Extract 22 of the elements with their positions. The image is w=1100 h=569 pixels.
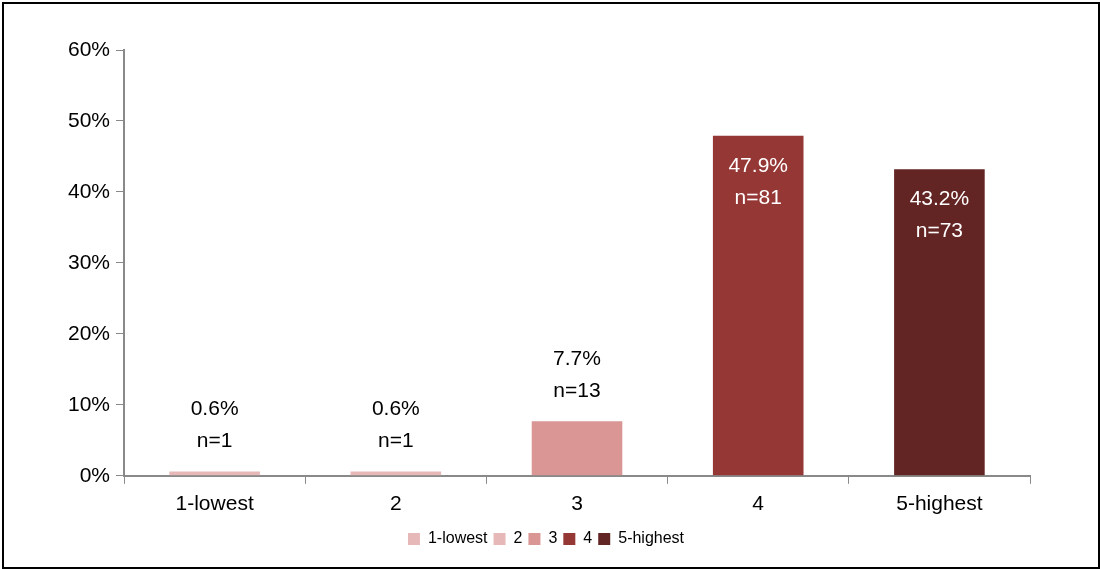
y-tick-label: 20%	[68, 320, 111, 344]
x-tick-label: 5-highest	[896, 491, 983, 515]
y-tick-label: 60%	[68, 36, 111, 60]
y-tick-label: 0%	[79, 462, 111, 486]
data-label: 7.7% n=13	[553, 345, 601, 401]
x-tick-label: 1-lowest	[175, 491, 254, 515]
x-tick-label: 3	[571, 491, 583, 515]
y-tick-label: 40%	[68, 178, 111, 202]
legend-label: 4	[583, 529, 593, 547]
data-label: 43.2% n=73	[909, 186, 970, 242]
legend-label: 5-highest	[618, 529, 685, 547]
y-tick-label: 50%	[68, 107, 111, 131]
x-tick-label: 4	[752, 491, 765, 515]
data-label: 47.9% n=81	[728, 152, 788, 208]
y-tick-label: 30%	[68, 249, 111, 273]
y-tick-label: 10%	[68, 391, 111, 415]
legend-label: 3	[548, 529, 558, 547]
data-label: 0.6% n=1	[371, 396, 420, 452]
x-tick-label: 2	[389, 491, 402, 515]
legend-label: 2	[513, 529, 523, 547]
legend-label: 1-lowest	[427, 529, 489, 547]
data-label: 0.6% n=1	[190, 396, 239, 452]
